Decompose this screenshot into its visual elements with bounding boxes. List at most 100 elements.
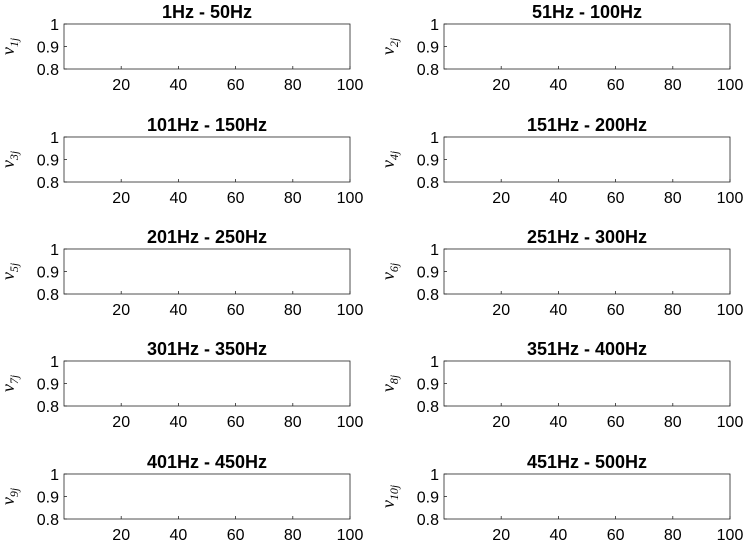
x-tick-label: 80 [664,414,682,431]
y-tick-label: 0.9 [37,265,59,282]
y-tick-label: 0.8 [417,175,439,192]
y-axis-label: v8j [378,374,401,392]
x-tick-label: 100 [717,527,744,544]
subplot-1: 20 40 60 80 100 0.8 0.9 1 1Hz - 50Hz v1j [0,2,363,94]
subplot-10: 20 40 60 80 100 0.8 0.9 1 451Hz - 500Hz v10j [378,452,743,544]
y-tick-label: 0.9 [417,377,439,394]
axes-frame [443,473,731,520]
y-tick-label: 1 [50,467,59,484]
x-tick-label: 80 [284,527,302,544]
axes-frame [63,473,351,520]
x-tick-label: 60 [607,527,625,544]
axes-frame [443,248,731,295]
x-tick-label: 100 [337,414,364,431]
x-tick-label: 20 [112,527,130,544]
y-tick-label: 1 [430,130,439,147]
x-tick-label: 60 [227,190,245,207]
x-tick-label: 100 [717,77,744,94]
x-tick-label: 80 [284,190,302,207]
y-axis-label: v3j [0,150,21,168]
x-tick-label: 100 [717,302,744,319]
axes-frame [63,360,351,407]
x-tick-label: 60 [607,414,625,431]
subplot-title: 1Hz - 50Hz [162,2,252,22]
y-tick-label: 0.8 [37,512,59,529]
y-tick-label: 1 [430,17,439,34]
subplot-title: 251Hz - 300Hz [527,227,647,247]
x-tick-label: 40 [550,414,568,431]
y-axis-label: v4j [378,150,401,168]
y-axis-label: v1j [0,37,21,55]
axes-frame [443,360,731,407]
x-tick-label: 60 [607,77,625,94]
y-tick-label: 1 [50,242,59,259]
y-tick-label: 0.8 [37,175,59,192]
axes-frame [63,136,351,183]
y-tick-label: 1 [50,130,59,147]
x-tick-label: 20 [112,77,130,94]
x-tick-label: 20 [112,190,130,207]
x-tick-label: 100 [717,190,744,207]
subplot-6: 20 40 60 80 100 0.8 0.9 1 251Hz - 300Hz v6j [378,227,743,319]
x-tick-label: 40 [170,527,188,544]
x-tick-label: 40 [170,414,188,431]
x-tick-label: 20 [112,414,130,431]
axes-frame [63,23,351,70]
x-tick-label: 40 [550,527,568,544]
y-tick-label: 1 [50,354,59,371]
x-tick-label: 60 [227,414,245,431]
y-tick-label: 0.9 [417,265,439,282]
x-tick-label: 80 [284,77,302,94]
subplot-title: 151Hz - 200Hz [527,115,647,135]
x-tick-label: 80 [664,77,682,94]
y-tick-label: 1 [430,242,439,259]
subplot-title: 201Hz - 250Hz [147,227,267,247]
y-tick-label: 0.8 [37,287,59,304]
y-axis-label: v5j [0,262,21,280]
x-tick-label: 40 [170,77,188,94]
x-tick-label: 100 [717,414,744,431]
x-tick-label: 40 [550,77,568,94]
y-tick-label: 0.8 [417,512,439,529]
y-tick-label: 0.8 [417,399,439,416]
subplot-title: 451Hz - 500Hz [527,452,647,472]
x-tick-label: 40 [170,190,188,207]
subplot-9: 20 40 60 80 100 0.8 0.9 1 401Hz - 450Hz v9j [0,452,363,544]
subplot-title: 51Hz - 100Hz [532,2,642,22]
subplot-title: 101Hz - 150Hz [147,115,267,135]
subplot-8: 20 40 60 80 100 0.8 0.9 1 351Hz - 400Hz v8j [378,339,743,431]
x-tick-label: 80 [284,414,302,431]
subplot-title: 351Hz - 400Hz [527,339,647,359]
subplot-title: 301Hz - 350Hz [147,339,267,359]
subplot-3: 20 40 60 80 100 0.8 0.9 1 101Hz - 150Hz v3j [0,115,363,207]
y-tick-label: 0.8 [37,62,59,79]
y-tick-label: 0.8 [417,287,439,304]
y-tick-label: 0.8 [37,399,59,416]
y-axis-label: v10j [378,484,401,508]
x-tick-label: 100 [337,302,364,319]
x-tick-label: 20 [112,302,130,319]
y-axis-label: v9j [0,487,21,505]
x-tick-label: 100 [337,190,364,207]
x-tick-label: 80 [284,302,302,319]
y-tick-label: 1 [50,17,59,34]
x-tick-label: 40 [550,190,568,207]
y-tick-label: 0.8 [417,62,439,79]
y-tick-label: 0.9 [417,153,439,170]
x-tick-label: 40 [170,302,188,319]
x-tick-label: 80 [664,527,682,544]
y-tick-label: 0.9 [37,40,59,57]
x-tick-label: 100 [337,77,364,94]
x-tick-label: 60 [607,302,625,319]
y-tick-label: 0.9 [37,490,59,507]
y-axis-label: v7j [0,374,21,392]
y-tick-label: 1 [430,354,439,371]
y-tick-label: 0.9 [417,40,439,57]
y-axis-label: v6j [378,262,401,280]
x-tick-label: 80 [664,302,682,319]
axes-frame [63,248,351,295]
subplot-4: 20 40 60 80 100 0.8 0.9 1 151Hz - 200Hz v4j [378,115,743,207]
x-tick-label: 60 [607,190,625,207]
axes-frame [443,23,731,70]
